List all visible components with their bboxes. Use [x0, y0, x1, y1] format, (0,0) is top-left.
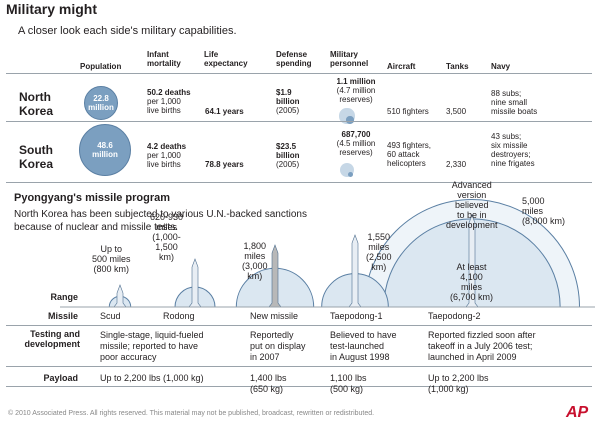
- personnel-south-value: 687,700: [341, 130, 371, 139]
- row-divider: [6, 121, 592, 122]
- infant-north: 50.2 deaths per 1,000 live births: [147, 88, 191, 115]
- country-north-korea: North Korea: [19, 90, 54, 118]
- missile-payload-taepodong-1: 1,100 lbs (500 kg): [330, 373, 367, 394]
- navy-south: 43 subs; six missile destroyers; nine fr…: [491, 132, 535, 168]
- range-label-taepodong-2-advanced: 5,000 miles (8,000 km): [522, 196, 566, 226]
- row-label-missile: Missile: [47, 311, 78, 321]
- col-navy: Navy: [491, 62, 511, 71]
- navy-north: 88 subs; nine small missile boats: [491, 89, 538, 116]
- copyright-footer: © 2010 Associated Press. All rights rese…: [8, 410, 375, 417]
- missile-name-new-missile: New missile: [250, 311, 299, 321]
- col-tanks: Tanks: [446, 62, 469, 71]
- country-south-korea: South Korea: [19, 143, 54, 171]
- missile-name-taepodong-2: Taepodong-2: [428, 311, 481, 321]
- page-subtitle: A closer look each side's military capab…: [18, 25, 237, 37]
- missile-payload-new-missile: 1,400 lbs (650 kg): [250, 373, 287, 394]
- row-label-payload: Payload: [43, 373, 78, 383]
- missile-name-rodong: Rodong: [163, 311, 195, 321]
- col-infant-mortality: Infant mortality: [147, 50, 181, 68]
- aircraft-south: 493 fighters, 60 attack helicopters: [387, 141, 432, 168]
- infant-south: 4.2 deaths per 1,000 live births: [147, 142, 186, 169]
- range-label-scud: Up to 500 miles (800 km): [92, 244, 131, 274]
- missile-testing-scud: Single-stage, liquid-fueled missile; rep…: [100, 330, 204, 362]
- infant-north-value: 50.2 deaths: [147, 88, 191, 97]
- tanks-north: 3,500: [446, 107, 467, 116]
- personnel-south-reserves: (4.5 million reserves): [336, 139, 376, 157]
- infant-south-unit: per 1,000 live births: [147, 151, 181, 169]
- missile-testing-new-missile: Reportedly put on display in 2007: [250, 330, 306, 362]
- col-military-personnel: Military personnel: [330, 50, 369, 68]
- range-label-taepodong-2: At least 4,100 miles (6,700 km): [450, 262, 494, 302]
- missile-name-scud: Scud: [100, 311, 121, 321]
- range-label-taepodong-1: 1,550 miles (2,500 km): [366, 232, 392, 272]
- range-arcs: [108, 199, 580, 308]
- missile-payload-taepodong-2: Up to 2,200 lbs (1,000 kg): [428, 373, 489, 394]
- range-label-new-missile: 1,800 miles (3,000 km): [242, 241, 268, 281]
- missile-section-description: North Korea has been subjected to variou…: [14, 209, 307, 233]
- missile-testing-taepodong-1: Believed to have test-launched in August…: [330, 330, 397, 362]
- tanks-south: 2,330: [446, 160, 467, 169]
- personnel-north-reserves: (4.7 million reserves): [336, 86, 376, 104]
- header-divider: [6, 73, 592, 74]
- row-label-range: Range: [50, 292, 78, 302]
- spending-south-year: (2005): [276, 160, 300, 169]
- infant-south-value: 4.2 deaths: [147, 142, 187, 151]
- table-bottom-divider: [6, 182, 592, 183]
- testing-row-divider: [6, 366, 592, 367]
- payload-row-divider: [6, 386, 592, 387]
- row-label-testing: Testing and development: [24, 329, 80, 349]
- advanced-version-note: Advanced version believed to be in devel…: [446, 180, 498, 230]
- spending-north: $1.9 billion (2005): [276, 88, 300, 115]
- personnel-north: 1.1 million (4.7 million reserves): [330, 77, 382, 104]
- personnel-north-value: 1.1 million: [336, 77, 376, 86]
- spending-north-value: $1.9 billion: [276, 88, 300, 106]
- population-circle-north: 22.8 million: [84, 86, 118, 120]
- ap-logo: AP: [566, 404, 589, 421]
- spending-north-year: (2005): [276, 106, 300, 115]
- col-aircraft: Aircraft: [387, 62, 416, 71]
- missile-testing-taepodong-2: Reported fizzled soon after takeoff in a…: [428, 330, 536, 362]
- personnel-circle-north: [346, 116, 354, 124]
- spending-south: $23.5 billion (2005): [276, 142, 300, 169]
- population-circle-south: 48.6 million: [79, 124, 131, 176]
- spending-south-value: $23.5 billion: [276, 142, 300, 160]
- aircraft-north: 510 fighters: [387, 107, 429, 116]
- personnel-south: 687,700 (4.5 million reserves): [330, 130, 382, 157]
- col-population: Population: [80, 62, 122, 71]
- col-life-expectancy: Life expectancy: [204, 50, 248, 68]
- missile-payload-scud: Up to 2,200 lbs (1,000 kg): [100, 373, 204, 383]
- page-title: Military might: [6, 1, 98, 17]
- missile-section-title: Pyongyang's missile program: [14, 192, 171, 204]
- range-label-rodong: 620-930 miles (1,000- 1,500 km): [150, 212, 184, 262]
- infant-north-unit: per 1,000 live births: [147, 97, 181, 115]
- personnel-circle-south: [347, 171, 354, 178]
- missile-name-taepodong-1: Taepodong-1: [330, 311, 383, 321]
- life-north: 64.1 years: [205, 107, 244, 116]
- life-south: 78.8 years: [205, 160, 244, 169]
- col-defense-spending: Defense spending: [276, 50, 312, 68]
- missile-row-divider: [6, 325, 592, 326]
